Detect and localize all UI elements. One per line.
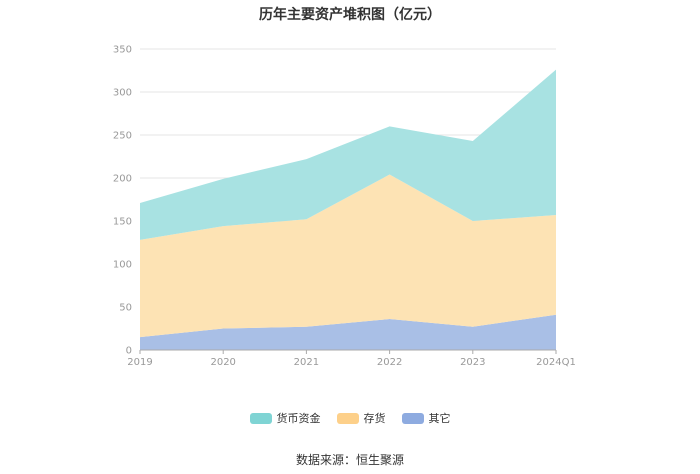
y-tick-label: 250 (113, 131, 132, 142)
legend-item-cash[interactable]: 货币资金 (249, 410, 321, 426)
data-source-note: 数据来源：恒生聚源 (295, 453, 404, 467)
x-tick-label: 2020 (210, 357, 235, 368)
legend-swatch-inventory (336, 412, 359, 424)
legend-item-inventory[interactable]: 存货 (336, 410, 386, 426)
legend-label-cash: 货币资金 (276, 412, 321, 425)
y-tick-label: 350 (113, 45, 132, 56)
chart-title: 历年主要资产堆积图（亿元） (259, 7, 441, 23)
x-tick-label: 2021 (294, 357, 319, 368)
y-tick-label: 150 (113, 217, 132, 228)
legend-swatch-other (401, 412, 424, 424)
y-tick-label: 300 (113, 88, 132, 99)
x-tick-label: 2019 (127, 357, 152, 368)
y-tick-label: 200 (113, 174, 132, 185)
area-series (140, 69, 556, 350)
area-cash[interactable] (140, 69, 556, 240)
legend-swatch-cash (249, 412, 272, 424)
x-tick-label: 2023 (460, 357, 485, 368)
area-other[interactable] (140, 314, 556, 350)
y-tick-label: 50 (119, 303, 132, 314)
x-tick-label: 2022 (377, 357, 402, 368)
legend-item-other[interactable]: 其它 (401, 410, 451, 426)
legend: 货币资金 存货 其它 (0, 410, 700, 426)
x-tick-label: 2024Q1 (536, 357, 576, 368)
legend-label-inventory: 存货 (363, 412, 386, 425)
axes: 0 50 100 150 200 250 300 350 2019 2020 2021 2022 202… (113, 45, 576, 369)
area-inventory[interactable] (140, 174, 556, 338)
legend-label-other: 其它 (428, 412, 451, 425)
y-tick-label: 100 (113, 260, 132, 271)
y-tick-label: 0 (126, 346, 132, 357)
